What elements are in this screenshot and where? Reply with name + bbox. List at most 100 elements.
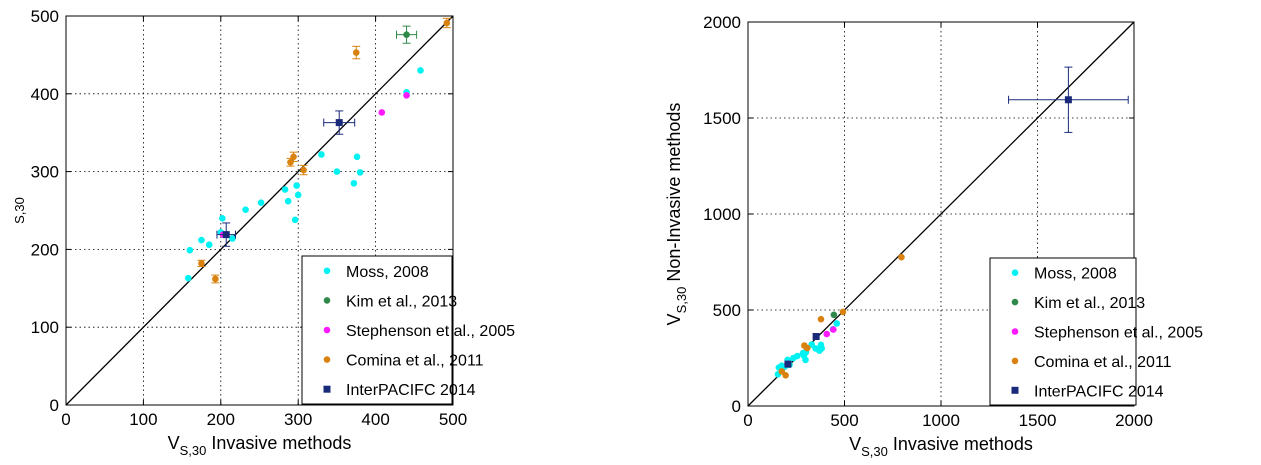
- legend-marker: [1011, 269, 1019, 277]
- legend-label: InterPACIFC 2014: [1034, 383, 1164, 400]
- legend-label: Kim et al., 2013: [346, 293, 457, 310]
- y-axis-label-subscript: S,30: [674, 287, 689, 314]
- x-tick-label: 2000: [1115, 411, 1153, 430]
- y-axis-label-main: V: [664, 313, 684, 325]
- axes-box: [65, 15, 454, 406]
- data-point: [212, 275, 219, 283]
- data-point: [229, 235, 236, 242]
- data-point: [335, 119, 343, 127]
- legend-marker: [1011, 357, 1019, 365]
- data-point: [443, 19, 451, 27]
- data-point: [294, 191, 302, 199]
- legend: Moss, 2008 Kim et al., 2013 Stephenson et …: [989, 257, 1203, 406]
- data-point: [350, 179, 358, 187]
- x-axis-label: VS,30 Invasive methods: [168, 433, 352, 458]
- x-axis-label: VS,30 Invasive methods: [849, 434, 1033, 459]
- data-point: [803, 344, 811, 352]
- x-tick-label: 300: [284, 410, 312, 429]
- y-tick-label: 300: [31, 163, 59, 182]
- data-point: [352, 49, 360, 56]
- data-point: [184, 274, 192, 282]
- legend-marker: [323, 267, 331, 275]
- series-0: [184, 67, 424, 282]
- legend-marker: [1011, 328, 1019, 335]
- legend-marker: [323, 326, 331, 334]
- y-axis-label: VS,30 Non-Invasive methods: [664, 103, 689, 326]
- data-point: [198, 260, 205, 267]
- legend-marker: [1011, 386, 1019, 394]
- data-point: [833, 320, 841, 327]
- legend-marker: [323, 297, 331, 304]
- legend-label: Stephenson et al., 2005: [346, 323, 515, 340]
- series-4: [784, 66, 1129, 368]
- x-axis-label-subscript: S,30: [861, 444, 888, 459]
- data-point: [812, 332, 820, 340]
- legend-marker: [323, 385, 331, 393]
- x-axis-label-rest: Invasive methods: [888, 434, 1033, 454]
- data-point: [287, 158, 294, 166]
- data-point: [782, 371, 789, 379]
- data-point: [793, 352, 801, 360]
- y-tick-label: 1000: [703, 205, 741, 224]
- y-axis-label: S,30: [12, 197, 27, 224]
- y-axis-label-subscript: S,30: [12, 197, 27, 224]
- x-tick-label: 1000: [922, 411, 960, 430]
- data-point: [318, 151, 325, 158]
- data-point: [198, 236, 205, 244]
- x-axis-label-main: V: [849, 434, 861, 454]
- series-1: [395, 25, 418, 44]
- series-1: [830, 311, 838, 319]
- data-point: [403, 31, 410, 38]
- data-point: [242, 206, 249, 214]
- legend: Moss, 2008 Kim et al., 2013 Stephenson et …: [301, 255, 515, 405]
- x-axis-label-main: V: [168, 433, 180, 453]
- y-tick-label: 2000: [703, 13, 741, 32]
- data-point: [898, 253, 905, 261]
- data-point: [817, 315, 825, 323]
- data-point: [257, 199, 265, 207]
- data-point: [830, 326, 837, 333]
- series-2: [219, 92, 410, 238]
- data-point: [378, 109, 386, 116]
- data-point: [333, 168, 341, 175]
- x-tick-label: 1500: [1019, 411, 1057, 430]
- y-tick-label: 1500: [703, 109, 741, 128]
- y-tick-label: 200: [31, 240, 59, 259]
- legend-label: InterPACIFC 2014: [346, 382, 476, 399]
- x-tick-label: 500: [439, 410, 467, 429]
- legend-label: Moss, 2008: [346, 264, 429, 281]
- data-point: [403, 92, 410, 99]
- x-tick-label: 500: [830, 411, 858, 430]
- data-point: [300, 166, 307, 174]
- data-point: [222, 231, 230, 239]
- series-3: [197, 17, 451, 284]
- y-tick-label: 0: [732, 397, 741, 416]
- data-point: [784, 360, 792, 368]
- legend-marker: [323, 356, 331, 363]
- data-point: [802, 356, 809, 364]
- legend-label: Kim et al., 2013: [1034, 295, 1145, 312]
- data-point: [417, 67, 424, 74]
- data-point: [293, 182, 300, 189]
- y-tick-label: 500: [713, 301, 741, 320]
- one-to-one-line: [65, 15, 454, 406]
- data-point: [281, 186, 289, 193]
- data-point: [284, 197, 292, 205]
- data-point: [205, 241, 213, 249]
- legend-marker: [1011, 298, 1019, 306]
- data-point: [1064, 96, 1072, 104]
- legend-label: Moss, 2008: [1034, 266, 1117, 283]
- legend-label: Stephenson et al., 2005: [1034, 325, 1203, 342]
- data-point: [830, 311, 838, 319]
- data-point: [353, 153, 361, 161]
- x-axis-label-subscript: S,30: [180, 443, 207, 458]
- x-tick-label: 0: [61, 410, 70, 429]
- data-point: [291, 216, 299, 224]
- data-point: [219, 214, 226, 222]
- x-axis-label-rest: Invasive methods: [206, 433, 351, 453]
- series-4: [216, 110, 356, 247]
- y-tick-label: 500: [31, 7, 59, 26]
- data-point: [356, 169, 364, 176]
- data-point: [290, 153, 297, 161]
